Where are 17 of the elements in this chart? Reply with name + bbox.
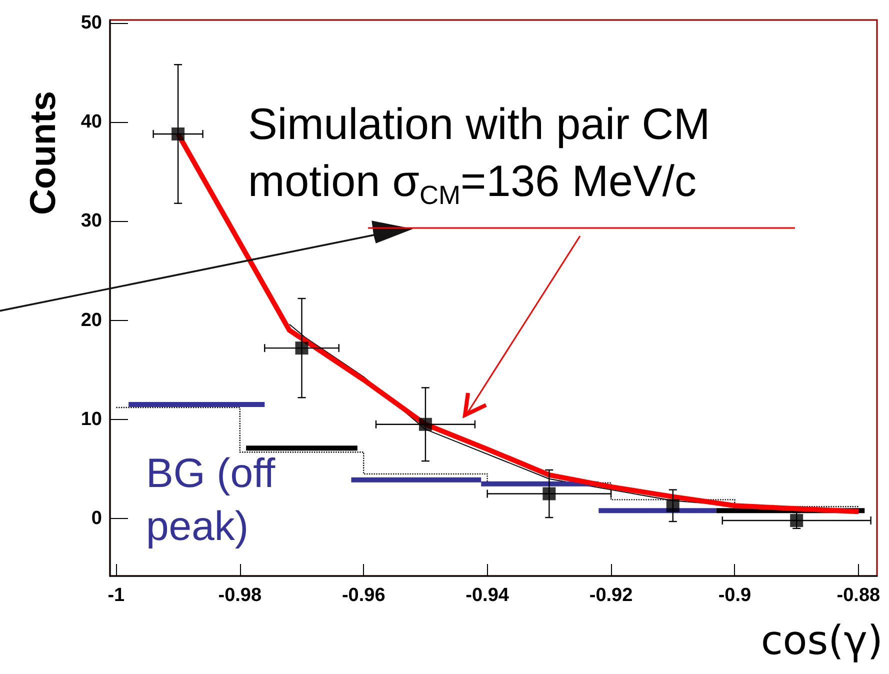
x-tick-label: -0.9 xyxy=(718,585,752,606)
y-tick-label: 30 xyxy=(80,210,102,232)
y-tick-label: 20 xyxy=(80,310,102,331)
y-tick-label: 50 xyxy=(80,12,102,34)
y-tick-label: 10 xyxy=(80,408,102,430)
x-tick-label: -0.94 xyxy=(466,585,510,606)
annotation: BG (off peak) xyxy=(146,449,276,552)
x-tick-label: -1 xyxy=(108,585,126,606)
x-tick-label: -0.88 xyxy=(836,585,880,606)
x-tick-label: -0.96 xyxy=(342,585,386,606)
y-axis-title: Counts xyxy=(22,91,64,215)
y-tick-label: 0 xyxy=(91,508,102,530)
x-tick-label: -0.98 xyxy=(218,585,262,606)
x-axis-title: cos(γ) xyxy=(760,618,883,664)
x-tick-label: -0.92 xyxy=(589,585,633,606)
y-tick-label: 40 xyxy=(80,112,102,133)
annotation: Simulation with pair CM motion σ$_{CM}$=136 MeV/c xyxy=(248,99,710,210)
